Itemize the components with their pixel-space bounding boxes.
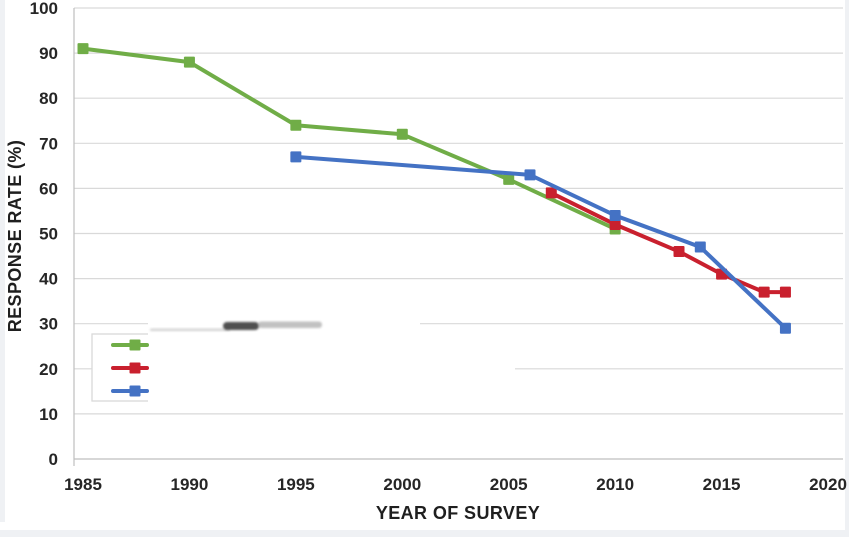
y-tick-0: 0 (49, 450, 58, 469)
legend-swatch-marker-green-series (129, 339, 141, 351)
marker-red-series-2018 (779, 286, 791, 298)
marker-red-series-2013 (673, 246, 685, 258)
marker-blue-series-2006 (524, 169, 536, 181)
marker-red-series-2010 (609, 218, 621, 230)
redaction-smudge-artifacts (150, 321, 322, 332)
y-tick-100: 100 (30, 0, 58, 18)
y-tick-20: 20 (39, 360, 58, 379)
x-tick-1990: 1990 (171, 475, 209, 494)
x-tick-1985: 1985 (64, 475, 102, 494)
line-green-series (81, 46, 618, 231)
smudge-light (150, 328, 230, 332)
data-series (77, 43, 791, 334)
y-tick-60: 60 (39, 179, 58, 198)
marker-blue-series-2018 (779, 322, 791, 334)
y-tick-10: 10 (39, 405, 58, 424)
legend-swatch-marker-red-series (129, 362, 141, 374)
legend-swatch-marker-blue-series (129, 385, 141, 397)
line-blue-series (293, 154, 788, 331)
x-axis-title: YEAR OF SURVEY (376, 503, 540, 523)
axis-lines (73, 8, 843, 466)
line-red-series (549, 190, 788, 295)
marker-blue-series-2010 (609, 209, 621, 221)
legend-symbols (111, 339, 149, 397)
y-axis-title: RESPONSE RATE (%) (5, 140, 25, 333)
x-tick-2000: 2000 (383, 475, 421, 494)
x-tick-2010: 2010 (596, 475, 634, 494)
y-tick-90: 90 (39, 44, 58, 63)
marker-green-series-1985 (77, 43, 89, 55)
x-tick-2015: 2015 (703, 475, 741, 494)
y-tick-80: 80 (39, 89, 58, 108)
y-tick-30: 30 (39, 315, 58, 334)
marker-green-series-1990 (183, 56, 195, 68)
marker-red-series-2007 (545, 187, 557, 199)
smudge-gray (258, 321, 322, 328)
marker-blue-series-1995 (290, 151, 302, 163)
y-tick-70: 70 (39, 134, 58, 153)
y-tick-40: 40 (39, 270, 58, 289)
x-tick-2020: 2020 (809, 475, 847, 494)
edge-strip-1 (845, 0, 849, 537)
smudge-dark (223, 322, 259, 330)
x-tick-1995: 1995 (277, 475, 315, 494)
edge-strip-2 (0, 530, 849, 537)
redaction-overlay (148, 309, 515, 407)
marker-green-series-1995 (290, 119, 302, 131)
marker-blue-series-2014 (694, 241, 706, 253)
y-tick-50: 50 (39, 225, 58, 244)
x-tick-2005: 2005 (490, 475, 528, 494)
marker-green-series-2000 (396, 128, 408, 140)
marker-green-series-2005 (503, 173, 515, 185)
edge-strip-0 (0, 0, 5, 522)
marker-red-series-2017 (758, 286, 770, 298)
tick-labels: 0 10 20 30 40 50 60 70 80 90 100 1985 1990 1995 2000 20… (30, 0, 847, 494)
redaction-rect-lower (148, 333, 515, 407)
